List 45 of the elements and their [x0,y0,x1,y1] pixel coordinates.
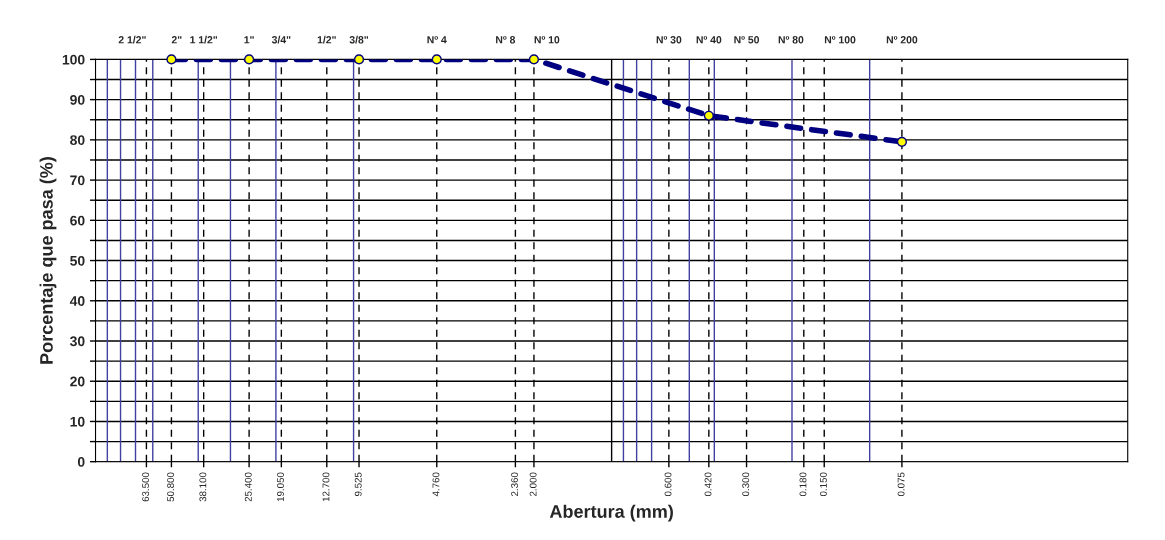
x-tick-label: 0.150 [819,472,827,497]
x-tick-label: 0.075 [897,472,905,497]
ref-line-label: Nº 8 [496,36,516,44]
y-tick-label: 50 [70,255,85,266]
ref-line-label: Nº 200 [886,36,918,44]
x-tick-label: 50.800 [167,472,175,502]
y-tick-label: 80 [70,135,85,146]
y-tick-label: 30 [69,336,85,347]
x-tick-label: 9.525 [354,472,362,496]
x-tick-label: 0.300 [742,472,750,497]
ref-line-label: Nº 4 [427,36,447,44]
x-tick-label: 0.420 [704,472,712,497]
x-tick-label: 0.180 [799,472,807,497]
ref-line-label: Nº 100 [824,36,856,44]
ref-line-label: Nº 50 [734,36,760,44]
annotation: 1/2" [317,35,336,44]
ref-line-label: Nº 40 [696,36,722,44]
y-tick-label: 10 [70,416,85,427]
x-tick-label: 2.360 [511,472,519,496]
y-tick-label: 100 [62,54,85,65]
x-tick-label: 25.400 [244,472,252,502]
x-tick-label: 38.100 [199,472,207,502]
y-tick-label: 0 [77,457,85,467]
y-tick-label: 20 [70,376,85,387]
x-axis-title: Abertura (mm) [549,504,673,522]
ref-line-label: Nº 10 [534,36,560,44]
ref-line-label: Nº 80 [778,36,804,44]
y-tick-label: 90 [70,94,85,105]
x-tick-label: 4.760 [432,472,440,497]
annotation: 2" [171,36,182,44]
ref-line-label: Nº 30 [656,36,682,44]
x-tick-label: 0.600 [664,472,672,497]
x-tick-label: 2.000 [529,472,537,496]
x-tick-label: 12.700 [322,472,330,502]
annotation: 1 1/2" [190,35,218,44]
annotation: 1" [244,36,254,44]
x-tick-label: 63.500 [142,472,150,502]
y-tick-label: 70 [70,175,85,186]
y-axis-title: Porcentaje que pasa (%) [39,157,57,364]
annotation: 3/8" [349,35,369,44]
y-tick-label: 40 [69,296,85,306]
annotation: 2 1/2" [118,35,146,44]
x-tick-label: 19.050 [277,472,284,502]
y-tick-label: 60 [70,215,85,226]
annotation: 3/4" [271,35,291,44]
